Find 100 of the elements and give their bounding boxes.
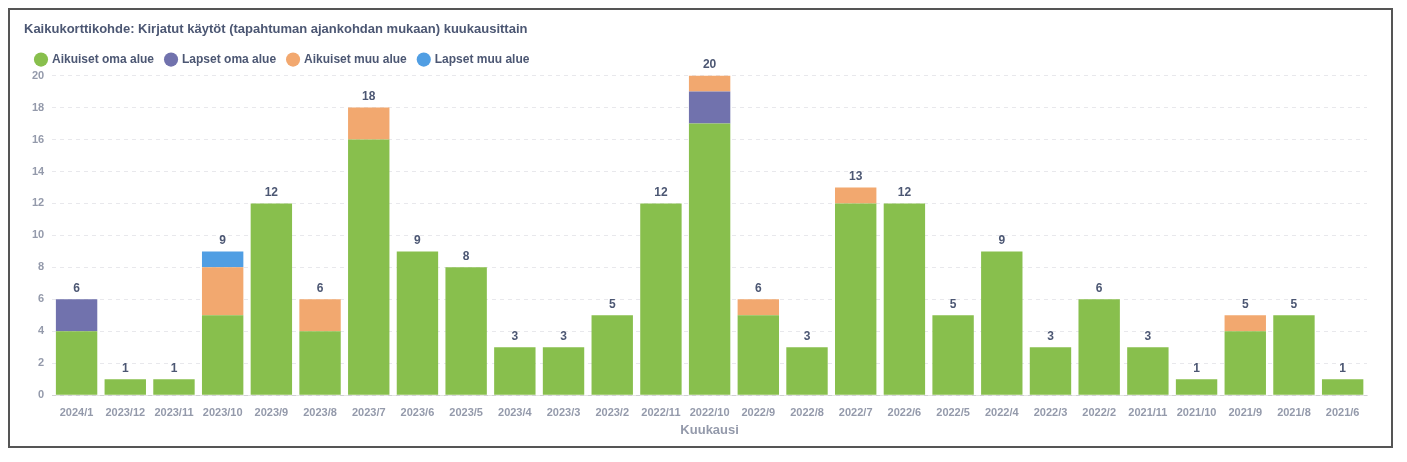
x-tick-label: 2024/1	[59, 405, 94, 418]
bar	[348, 107, 390, 140]
bar	[883, 203, 926, 395]
total-label: 3	[560, 328, 568, 343]
bar	[104, 379, 146, 395]
bar	[981, 251, 1023, 395]
x-tick-label: 2023/7	[351, 405, 386, 418]
bar	[786, 347, 828, 395]
total-label: 5	[949, 296, 957, 311]
x-tick-label: 2021/9	[1228, 405, 1263, 418]
y-tick-label: 6	[38, 292, 45, 305]
y-tick-label: 0	[38, 388, 45, 401]
y-tick-label: 12	[31, 196, 45, 209]
total-label: 8	[462, 248, 470, 263]
bar	[1127, 347, 1169, 395]
total-label: 6	[1095, 280, 1103, 295]
x-tick-label: 2021/6	[1325, 405, 1360, 418]
x-tick-label: 2023/10	[202, 405, 243, 418]
x-tick-label: 2023/12	[105, 405, 146, 418]
y-tick-label: 20	[31, 68, 45, 81]
bar	[445, 267, 487, 395]
total-label: 6	[316, 280, 324, 295]
bar	[640, 203, 682, 395]
y-tick-label: 4	[38, 324, 46, 337]
bar	[591, 315, 633, 395]
bar	[1175, 379, 1218, 395]
total-label: 3	[1144, 328, 1152, 343]
total-label: 1	[170, 360, 178, 375]
bar	[835, 187, 877, 204]
y-tick-label: 18	[31, 100, 45, 113]
x-axis-title: Kuukausi	[680, 421, 739, 437]
bar	[201, 315, 244, 395]
total-label: 13	[849, 168, 863, 183]
bar	[201, 267, 244, 316]
bar	[348, 139, 390, 395]
x-tick-label: 2022/6	[887, 405, 922, 418]
total-label: 12	[654, 184, 668, 199]
legend-label: Lapset muu alue	[434, 51, 530, 66]
x-tick-label: 2022/7	[838, 405, 873, 418]
bar	[494, 347, 536, 395]
bar	[1224, 331, 1266, 395]
total-label: 9	[414, 232, 422, 247]
bar	[1273, 315, 1315, 395]
total-label: 5	[1290, 296, 1298, 311]
bar	[688, 123, 731, 395]
bar	[396, 251, 439, 395]
bar	[688, 91, 731, 124]
total-label: 1	[1339, 360, 1347, 375]
y-tick-label: 2	[38, 356, 45, 369]
x-tick-label: 2023/5	[449, 405, 483, 418]
total-label: 20	[702, 56, 717, 71]
x-tick-label: 2022/11	[641, 405, 681, 418]
total-label: 5	[1241, 296, 1249, 311]
x-tick-label: 2022/8	[790, 405, 824, 418]
x-tick-label: 2022/3	[1033, 405, 1068, 418]
bar	[737, 315, 780, 395]
legend-label: Aikuiset oma alue	[52, 51, 155, 66]
total-label: 9	[998, 232, 1006, 247]
bar	[55, 299, 98, 332]
legend-label: Lapset oma alue	[182, 51, 277, 66]
x-tick-label: 2023/8	[303, 405, 337, 418]
bar	[1078, 299, 1120, 395]
x-tick-label: 2022/10	[689, 405, 730, 418]
y-tick-label: 16	[31, 132, 45, 145]
bar	[201, 251, 244, 268]
x-tick-label: 2023/9	[254, 405, 289, 418]
total-label: 3	[1047, 328, 1055, 343]
x-tick-label: 2023/3	[546, 405, 581, 418]
x-tick-label: 2023/4	[498, 405, 533, 418]
x-tick-label: 2021/10	[1176, 405, 1217, 418]
bar	[299, 331, 341, 395]
total-label: 12	[264, 184, 279, 199]
x-tick-label: 2021/8	[1277, 405, 1311, 418]
x-tick-label: 2022/5	[936, 405, 970, 418]
y-tick-label: 8	[38, 260, 45, 273]
y-tick-label: 14	[31, 164, 46, 177]
bar	[542, 347, 585, 395]
x-tick-label: 2022/9	[741, 405, 776, 418]
total-label: 5	[608, 296, 616, 311]
x-tick-label: 2021/11	[1128, 405, 1168, 418]
total-label: 9	[219, 232, 227, 247]
bar	[55, 331, 98, 395]
bar	[688, 75, 731, 92]
total-label: 1	[1193, 360, 1201, 375]
legend-label: Aikuiset muu alue	[304, 51, 408, 66]
bar	[737, 299, 780, 316]
total-label: 18	[362, 88, 376, 103]
total-label: 6	[754, 280, 762, 295]
bar	[1224, 315, 1266, 332]
bar	[299, 299, 341, 332]
total-label: 3	[511, 328, 519, 343]
bar	[835, 203, 877, 395]
bar	[932, 315, 974, 395]
y-tick-label: 10	[31, 228, 45, 241]
total-label: 6	[73, 280, 81, 295]
x-tick-label: 2022/2	[1082, 405, 1117, 418]
bar	[153, 379, 195, 395]
bar	[1029, 347, 1072, 395]
x-tick-label: 2022/4	[984, 405, 1020, 418]
bar	[250, 203, 293, 395]
